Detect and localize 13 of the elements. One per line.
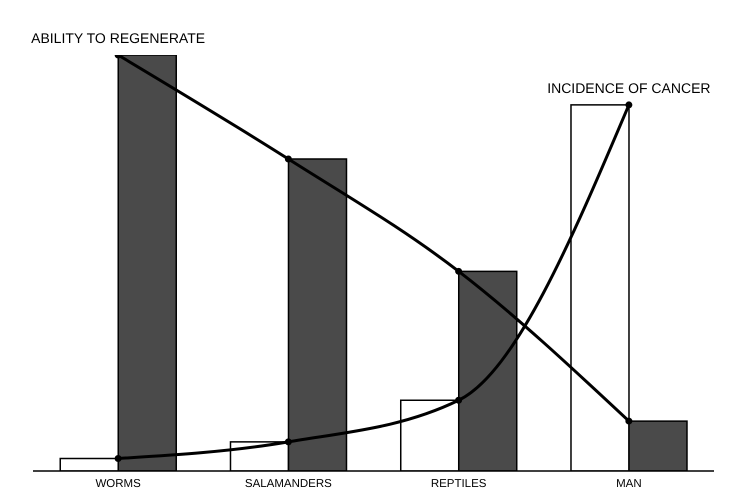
point [455,396,462,404]
series-label: ABILITY TO REGENERATE [31,30,206,46]
x-tick-label: MAN [616,478,642,490]
point [625,101,632,108]
x-tick-label: WORMS [95,478,142,490]
point [284,438,292,446]
x-tick-label: SALAMANDERS [244,478,332,490]
series-label: INCIDENCE OF CANCER [547,80,711,96]
point [284,156,292,162]
point [455,268,462,275]
point [114,455,122,462]
point [625,418,632,425]
x-tick-label: REPTILES [430,478,487,490]
